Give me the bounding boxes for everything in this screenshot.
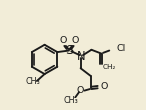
Text: N: N: [77, 50, 86, 63]
Text: CH₂: CH₂: [102, 64, 116, 71]
Text: Cl: Cl: [116, 44, 126, 53]
Text: O: O: [77, 86, 84, 95]
Text: O: O: [59, 36, 66, 45]
Text: O: O: [100, 82, 108, 91]
Text: O: O: [72, 36, 79, 45]
Text: CH₃: CH₃: [26, 77, 40, 86]
Text: CH₃: CH₃: [63, 96, 78, 105]
Text: S: S: [65, 44, 73, 57]
